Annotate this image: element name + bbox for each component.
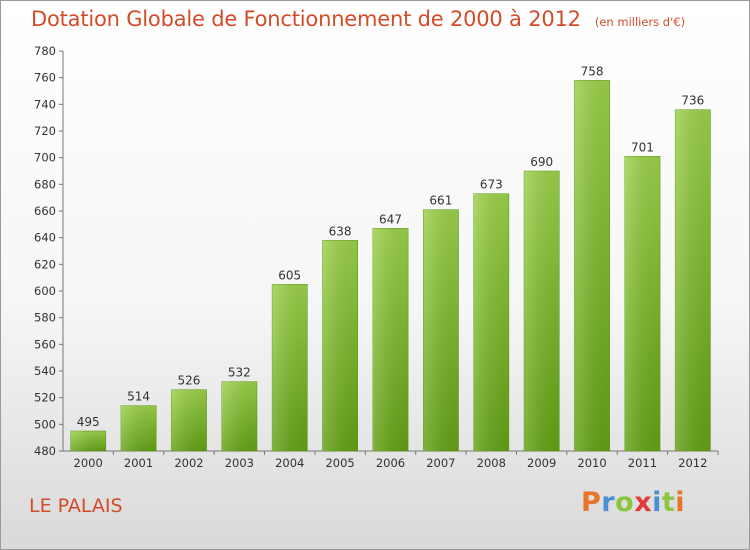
bar-value-label: 638 [329, 224, 352, 238]
y-tick-label: 520 [34, 391, 56, 405]
y-tick-label: 700 [34, 151, 56, 165]
bar-shade [171, 389, 207, 451]
x-tick-label: 2005 [325, 456, 354, 470]
bar-shade [322, 240, 358, 451]
bar-shade [272, 284, 308, 451]
y-tick-label: 540 [34, 364, 56, 378]
logo-letter: o [615, 487, 635, 518]
bar-value-label: 661 [429, 194, 452, 208]
proxiti-logo: Proxiti [581, 487, 685, 518]
x-tick-label: 2007 [426, 456, 455, 470]
y-tick-label: 660 [34, 204, 56, 218]
y-tick-label: 560 [34, 337, 56, 351]
axes: 480 500 520 540 560 580 600 620 640 660 680 700 720 7… [34, 44, 719, 470]
y-tick-label: 580 [34, 311, 56, 325]
bar-shade [473, 193, 509, 451]
x-tick-label: 2002 [174, 456, 203, 470]
bar-value-label: 647 [379, 212, 402, 226]
chart-title: Dotation Globale de Fonctionnement de 20… [31, 7, 581, 31]
y-tick-label: 780 [34, 44, 56, 58]
bar-value-label: 758 [581, 64, 604, 78]
y-tick-label: 640 [34, 231, 56, 245]
x-tick-label: 2006 [376, 456, 405, 470]
bar-value-label: 532 [228, 366, 251, 380]
bar-shade [120, 405, 157, 451]
logo-letter: x [634, 487, 653, 518]
bar-shade [624, 156, 661, 452]
bar-value-label: 495 [77, 415, 100, 429]
y-tick-label: 720 [34, 124, 56, 138]
bar-shade [423, 209, 459, 451]
logo-letter: i [652, 487, 662, 518]
bar-value-label: 605 [278, 268, 301, 282]
bar-value-label: 701 [631, 140, 654, 154]
data-labels: 495 514 526 532 605 638 647 661 673 690 758 701 736 [77, 64, 705, 429]
x-tick-label: 2011 [628, 456, 657, 470]
bar-shade [372, 228, 409, 451]
bar-value-label: 736 [681, 94, 704, 108]
bar-shade [221, 381, 257, 451]
bar-shade [574, 80, 610, 451]
x-tick-label: 2009 [527, 456, 556, 470]
x-tick-label: 2001 [124, 456, 153, 470]
y-tick-label: 760 [34, 71, 56, 85]
bar-shade [524, 171, 560, 451]
commune-name: LE PALAIS [29, 495, 123, 517]
logo-letter: P [581, 487, 602, 518]
y-tick-label: 500 [34, 417, 56, 431]
logo-letter: t [661, 487, 676, 518]
bar-value-label: 690 [530, 155, 553, 169]
y-tick-label: 620 [34, 257, 56, 271]
x-tick-label: 2008 [477, 456, 506, 470]
y-tick-label: 680 [34, 177, 56, 191]
bars [70, 80, 711, 452]
bar-shade [675, 109, 711, 452]
bar-value-label: 514 [127, 390, 150, 404]
y-tick-label: 740 [34, 97, 56, 111]
chart-subtitle: (en milliers d'€) [594, 15, 686, 29]
bar-shade [70, 431, 106, 451]
x-tick-label: 2003 [225, 456, 254, 470]
logo-letter: r [601, 487, 616, 518]
bar-value-label: 526 [178, 374, 201, 388]
y-tick-label: 600 [34, 284, 56, 298]
x-tick-label: 2000 [74, 456, 103, 470]
title-row: Dotation Globale de Fonctionnement de 20… [31, 7, 685, 31]
x-tick-label: 2004 [275, 456, 304, 470]
logo-letter: i [675, 487, 686, 518]
x-tick-label: 2010 [577, 456, 606, 470]
x-tick-label: 2012 [678, 456, 707, 470]
y-tick-label: 480 [34, 444, 56, 458]
bar-value-label: 673 [480, 178, 503, 192]
